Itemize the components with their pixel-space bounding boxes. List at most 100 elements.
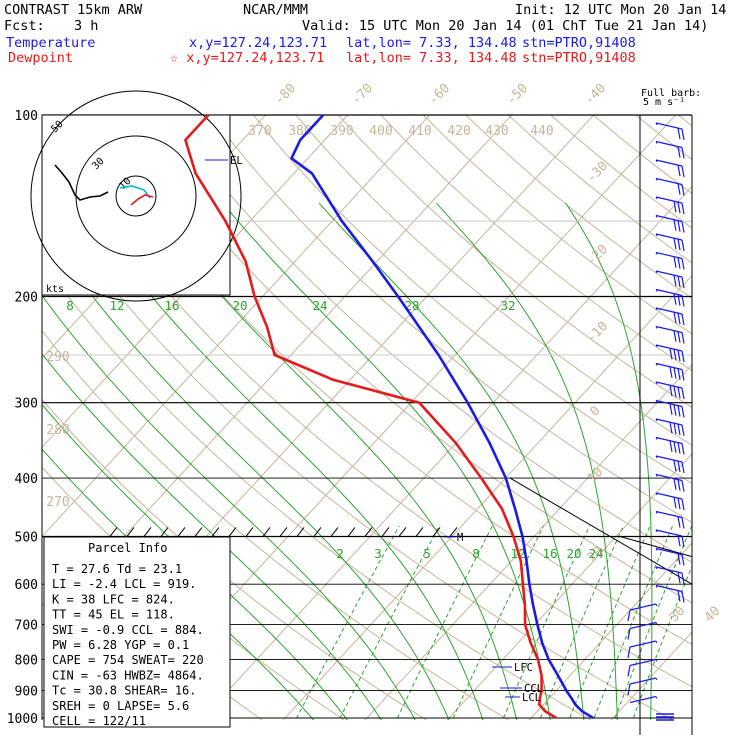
wind-barbs (627, 122, 685, 721)
hatch-mark (313, 527, 322, 537)
wind-barb-shaft (655, 492, 683, 500)
dew-xy: ☆ x,y=127.24,123.71 (170, 50, 324, 66)
wind-barb-anchor (655, 677, 658, 681)
isotherm-label: -80 (272, 81, 299, 108)
dry-adiabat-label: 420 (447, 124, 470, 139)
dew-label: Dewpoint (8, 50, 73, 66)
dry-adiabat-line (252, 115, 692, 485)
mixing-ratio-label: 5 (423, 546, 431, 561)
mixing-ratio-label: 20 (232, 298, 247, 313)
barb-legend-line2: 5 m s⁻¹ (643, 97, 685, 108)
wind-barb-flag (673, 367, 677, 379)
wind-barb-flag (677, 257, 681, 269)
parcel-info-row: PW = 6.28 YGP = 0.1 (52, 638, 189, 652)
pressure-tick-label: 100 (15, 109, 38, 124)
moist-adiabat-lines (42, 202, 653, 720)
wind-barb-shaft (655, 399, 683, 408)
wind-barb-shaft (655, 140, 683, 149)
hatch-mark (177, 527, 186, 537)
wind-barb-flag (677, 294, 681, 306)
level-marker-label: EL (230, 155, 243, 167)
moist-adiabat-line (42, 225, 450, 720)
wind-barb-flag (673, 441, 677, 453)
wind-barb-flag (681, 258, 685, 270)
wind-barb-flag (673, 238, 677, 250)
wind-barb-flag (669, 385, 673, 397)
parcel-info-background (43, 536, 231, 728)
wind-barb-flag (677, 146, 681, 158)
wind-barb-flag (677, 442, 681, 454)
wind-barb-flag (673, 478, 677, 490)
header-title: CONTRAST 15km ARW (4, 2, 143, 18)
isotherm-label: 30 (667, 604, 689, 626)
wind-barb-flag (669, 422, 673, 434)
hatch-mark (449, 527, 458, 537)
wind-barb-flag (681, 406, 685, 418)
mixing-ratio-label: 8 (472, 546, 480, 561)
wind-barb-flag (677, 238, 681, 251)
wind-barb-flag (681, 184, 685, 196)
mixing-ratio-line (632, 564, 692, 720)
wind-barb-flag (681, 276, 685, 289)
mixing-ratio-label: 24 (588, 546, 603, 561)
wind-barb-flag (677, 516, 681, 528)
dry-adiabat-label: 280 (46, 423, 69, 438)
wind-barb-anchor (655, 696, 658, 699)
wind-barb-shaft (655, 566, 683, 574)
isotherm-label: -50 (504, 81, 531, 108)
hodograph-trace-cyan (119, 185, 151, 199)
isotherm-label: -70 (349, 81, 376, 108)
parcel-info-row: Tc = 30.8 SHEAR= 16. (52, 684, 197, 698)
wind-barb-flag (681, 295, 685, 307)
wind-barb-flag (681, 387, 685, 400)
dry-adiabat-label: 270 (46, 495, 69, 510)
wind-barb-flag (677, 201, 681, 214)
hatch-mark (245, 527, 254, 537)
hatch-mark (126, 527, 135, 537)
mixing-ratio-label: 16 (164, 298, 179, 313)
dry-adiabat-label: 440 (530, 124, 553, 139)
wind-barb-flag (673, 349, 677, 361)
dry-adiabat-label: 390 (330, 124, 353, 139)
wind-barb-flag (677, 368, 681, 380)
wind-barb-flag (681, 202, 685, 215)
pressure-tick-label: 400 (15, 472, 38, 487)
parcel-info-row: CIN = -63 HWBZ= 4864. (52, 668, 204, 682)
wind-barb-flag (677, 497, 681, 510)
wind-barb-flag (677, 590, 681, 602)
sounding-trace-temperature (290, 114, 594, 720)
hatch-mark (347, 527, 356, 537)
wind-barb-flag (673, 460, 677, 472)
header-fcst-label: Fcst: (4, 18, 45, 34)
hatch-mark (211, 527, 220, 537)
moist-adiabat-line (144, 202, 518, 720)
wind-barb-flag (677, 423, 681, 436)
isotherm-label: -20 (584, 242, 611, 269)
wind-barb-flag (681, 221, 685, 233)
wind-barb-flag (673, 275, 677, 287)
isotherm-line (282, 274, 692, 720)
wind-barb-flag (627, 665, 631, 677)
parcel-info-rows: T = 27.6 Td = 23.1LI = -2.4 LCL = 919.K … (52, 562, 204, 728)
wind-barb-shaft (655, 288, 683, 297)
pressure-tick-label: 200 (15, 291, 38, 306)
wind-barb-flag (681, 554, 685, 566)
isotherm-line (42, 115, 431, 538)
wind-barb-shaft (629, 640, 657, 648)
wind-barb-flag (673, 256, 677, 268)
wind-barb-flag (673, 404, 677, 416)
wind-barb-flag (669, 348, 673, 360)
wind-barb-flag (673, 497, 677, 509)
hodograph-frame (41, 114, 231, 296)
wind-barb-flag (677, 127, 681, 140)
wind-barb-shaft (655, 325, 683, 334)
isotherm-line (528, 542, 692, 720)
hodograph-ring (30, 90, 242, 302)
mixing-ratio-label: 8 (66, 298, 74, 313)
hatch-mark (194, 527, 203, 537)
wind-barb-flag (669, 366, 673, 378)
wind-barb-flag (673, 293, 677, 305)
wind-barb-shaft (655, 529, 683, 537)
dry-adiabat-label: 290 (46, 350, 69, 365)
hodograph-ring (115, 175, 157, 217)
